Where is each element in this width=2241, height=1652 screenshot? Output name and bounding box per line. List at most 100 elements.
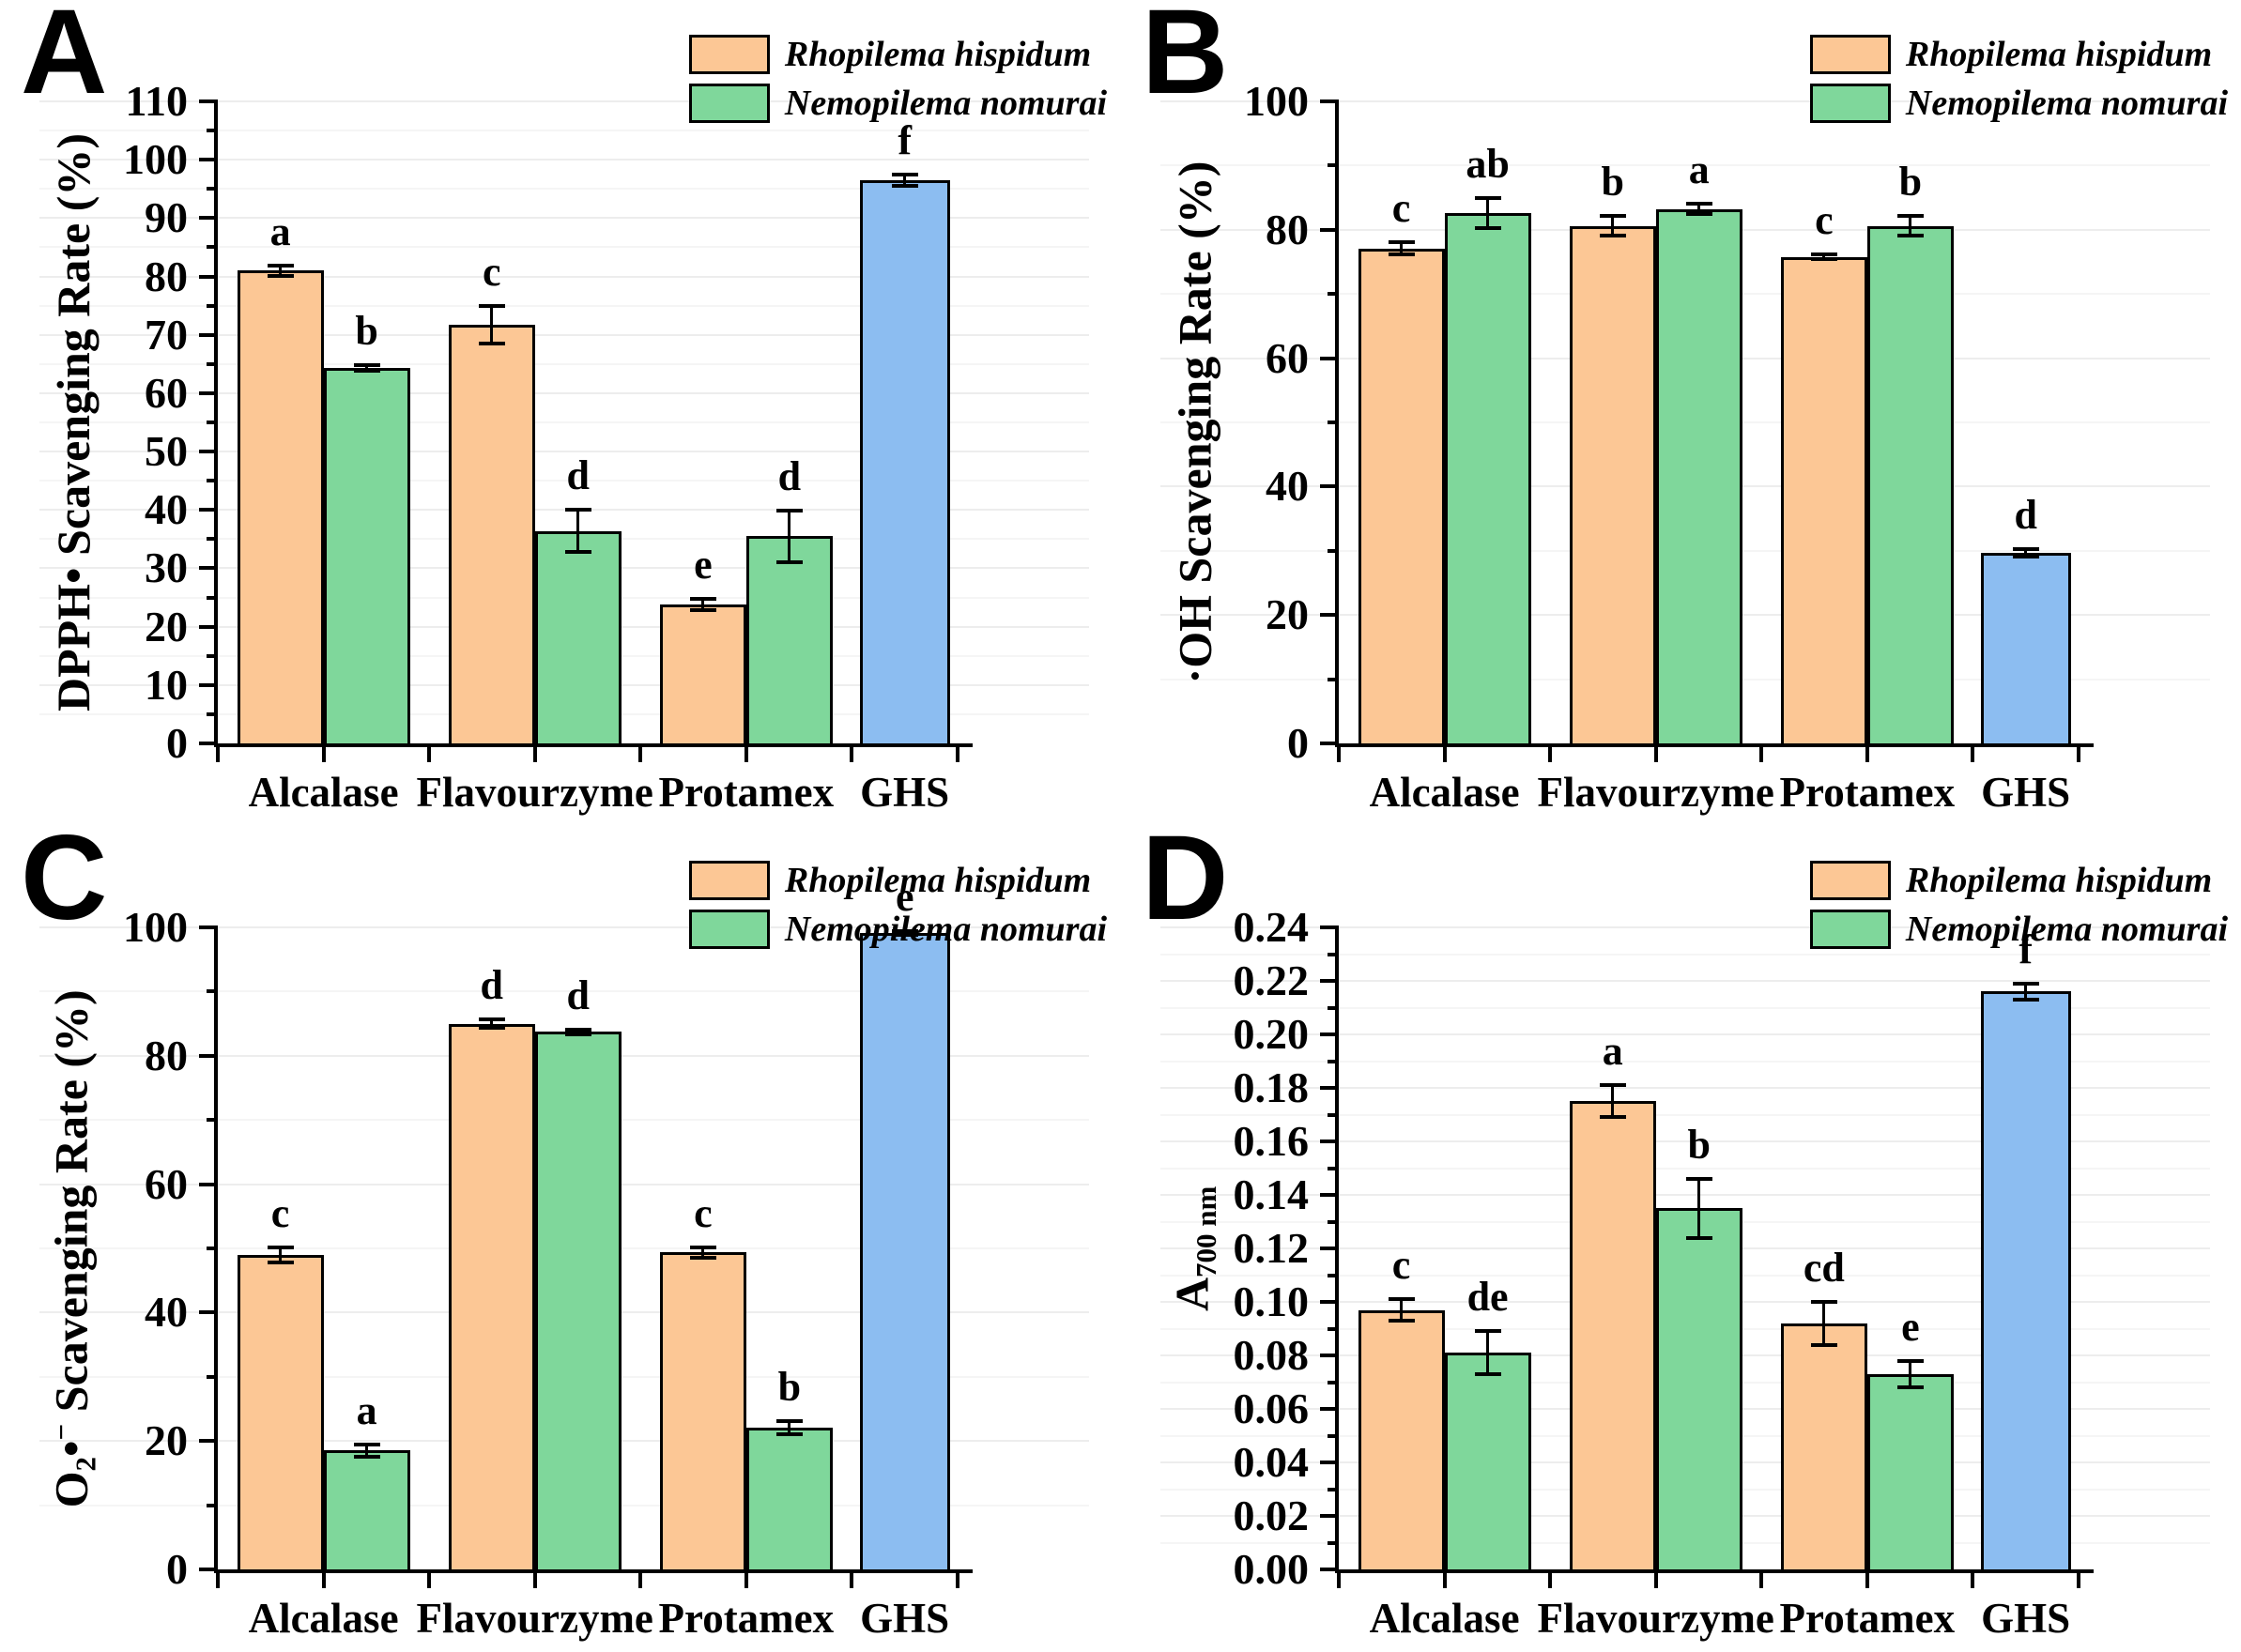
- bar-nemopilema-nomurai-flavourzyme: [534, 530, 622, 746]
- gridline-minor: [39, 188, 1089, 191]
- error-bar-cap-bottom: [1896, 1385, 1924, 1390]
- gridline-minor: [1160, 1113, 2210, 1116]
- x-axis-tick: [1337, 747, 1341, 762]
- gridline-minor: [39, 304, 1089, 307]
- y-axis-minor-tick: [207, 187, 218, 191]
- error-bar-cap-top: [1388, 1297, 1415, 1302]
- x-axis-tick: [321, 1573, 326, 1588]
- y-axis: [1335, 101, 1339, 747]
- y-axis: [214, 927, 218, 1573]
- y-axis-minor-tick: [207, 129, 218, 133]
- y-tick-label: 0.22: [1233, 956, 1310, 1004]
- error-bar-cap-bottom: [1896, 233, 1924, 237]
- panel-c: C O2•− Scavenging Rate (%) Rhopilema his…: [0, 812, 1120, 1652]
- error-bar-line: [365, 365, 369, 372]
- error-bar-cap-bottom: [1599, 1115, 1626, 1120]
- x-category-label: Flavourzyme: [1537, 769, 1774, 816]
- gridline: [1160, 1033, 2210, 1035]
- plot-area-a: 0 10 20 30 40 50 60 70 80 90 100 110 a b Alcalase c d Fla…: [0, 0, 1120, 826]
- y-axis-minor-tick: [1328, 952, 1339, 956]
- error-bar-cap-bottom: [689, 608, 716, 613]
- x-axis-tick: [2077, 1573, 2080, 1588]
- legend-swatch-rhopilema: [688, 35, 770, 74]
- y-tick-label: 0.16: [1233, 1117, 1310, 1165]
- gridline: [1160, 100, 2210, 102]
- error-bar-cap-bottom: [478, 342, 505, 346]
- x-axis-tick: [1759, 747, 1764, 762]
- significance-letter: cd: [1803, 1245, 1845, 1291]
- y-tick-label: 10: [145, 660, 188, 709]
- error-bar-cap-bottom: [353, 369, 380, 374]
- bar-rhopilema-hispidum-alcalase: [237, 270, 324, 746]
- y-axis-title-segment: O: [44, 1471, 98, 1508]
- x-category-label: GHS: [860, 769, 950, 816]
- y-axis-minor-tick: [207, 595, 218, 600]
- bar-rhopilema-hispidum-alcalase: [1358, 248, 1445, 746]
- legend-item-nemopilema: Nemopilema nomurai: [1809, 909, 2228, 950]
- error-bar-line: [365, 1445, 369, 1457]
- y-axis-minor-tick: [1328, 548, 1339, 553]
- y-tick-label: 0.04: [1233, 1438, 1310, 1486]
- error-bar-line: [903, 174, 907, 187]
- error-bar-line: [788, 510, 791, 562]
- panel-b-letter: B: [1142, 0, 1229, 119]
- y-axis-minor-tick: [1328, 1380, 1339, 1384]
- y-axis-minor-tick: [1328, 292, 1339, 297]
- significance-letter: e: [1901, 1303, 1920, 1350]
- significance-letter: a: [269, 207, 291, 254]
- bar-nemopilema-nomurai-protamex: [1866, 1373, 1954, 1572]
- gridline-minor: [1160, 1060, 2210, 1063]
- x-category-label: Flavourzyme: [416, 1595, 653, 1642]
- x-category-label: Alcalase: [1369, 769, 1520, 816]
- y-axis-major-tick: [1320, 1032, 1339, 1036]
- error-bar-line: [1400, 1299, 1404, 1321]
- y-tick-label: 30: [145, 543, 188, 592]
- y-tick-label: 0.08: [1233, 1331, 1310, 1379]
- error-bar-cap-top: [1896, 1358, 1924, 1363]
- y-axis-minor-tick: [207, 1374, 218, 1379]
- legend-item-nemopilema: Nemopilema nomurai: [1809, 83, 2228, 124]
- legend-label-rhopilema: Rhopilema hispidum: [1905, 861, 2213, 900]
- legend-d: Rhopilema hispidum Nemopilema nomurai: [1809, 860, 2228, 957]
- y-axis-major-tick: [1320, 925, 1339, 929]
- y-axis-major-tick: [1320, 356, 1339, 360]
- x-category-label: Flavourzyme: [416, 769, 653, 816]
- x-category-label: Protamex: [1779, 1595, 1956, 1642]
- y-axis-major-tick: [1320, 227, 1339, 232]
- significance-letter: ab: [1466, 140, 1510, 187]
- y-axis-minor-tick: [1328, 1326, 1339, 1331]
- y-tick-label: 50: [145, 427, 188, 476]
- error-bar-cap-bottom: [891, 184, 918, 189]
- y-tick-label: 80: [145, 252, 188, 300]
- bar-rhopilema-hispidum-alcalase: [1358, 1309, 1445, 1572]
- y-axis-major-tick: [199, 332, 218, 337]
- error-bar-cap-top: [2012, 981, 2039, 986]
- y-axis-minor-tick: [1328, 1112, 1339, 1117]
- error-bar-cap-bottom: [478, 1026, 505, 1031]
- y-axis-minor-tick: [207, 711, 218, 716]
- x-axis-tick: [216, 1573, 220, 1588]
- bar-rhopilema-hispidum-flavourzyme: [448, 325, 535, 746]
- x-axis-tick: [744, 747, 748, 762]
- error-bar-cap-top: [353, 1443, 380, 1447]
- error-bar-cap-top: [564, 1028, 591, 1032]
- x-axis-tick: [638, 1573, 643, 1588]
- error-bar-line: [279, 1247, 283, 1263]
- y-axis-major-tick: [1320, 979, 1339, 983]
- panel-a: A DPPH• Scavenging Rate (%) Rhopilema hi…: [0, 0, 1120, 826]
- gridline: [39, 926, 1089, 928]
- gridline: [1160, 1194, 2210, 1196]
- error-bar-line: [1909, 216, 1912, 236]
- error-bar-cap-top: [1474, 1329, 1501, 1334]
- bar-rhopilema-hispidum-flavourzyme: [1569, 1101, 1656, 1572]
- y-tick-label: 20: [145, 602, 188, 650]
- y-tick-label: 40: [1266, 462, 1309, 511]
- y-axis-minor-tick: [1328, 677, 1339, 681]
- y-axis-major-tick: [199, 624, 218, 629]
- y-axis-minor-tick: [1328, 1487, 1339, 1491]
- y-axis-major-tick: [1320, 1247, 1339, 1250]
- gridline: [1160, 1087, 2210, 1089]
- gridline-minor: [1160, 1006, 2210, 1009]
- error-bar-line: [788, 1420, 791, 1434]
- y-axis-major-tick: [1320, 1140, 1339, 1143]
